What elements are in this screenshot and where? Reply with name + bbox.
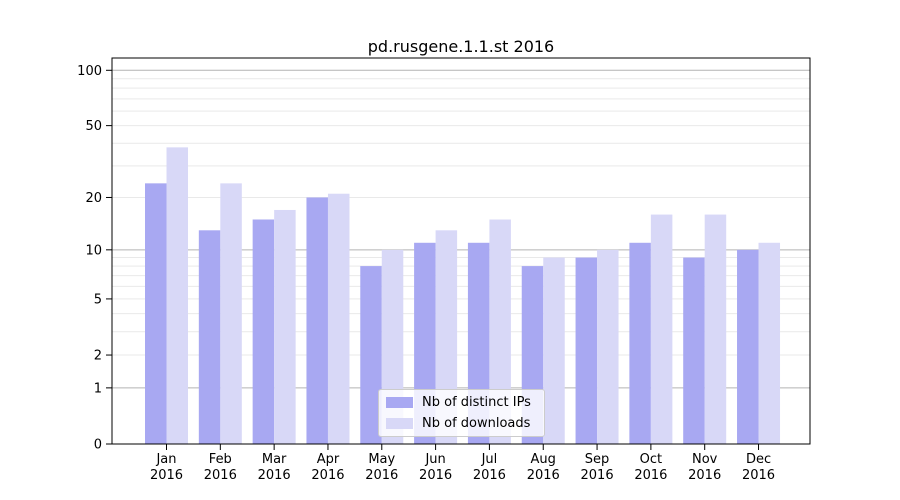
y-tick-label: 10 <box>85 243 102 258</box>
bar-downloads-jul <box>489 219 511 444</box>
x-tick-label-year: 2016 <box>419 468 452 483</box>
bar-downloads-oct <box>650 214 673 444</box>
x-tick-label-month: Jul <box>481 452 498 467</box>
x-tick-label-year: 2016 <box>473 468 506 483</box>
x-tick-label-year: 2016 <box>688 468 721 483</box>
x-tick-label-year: 2016 <box>150 468 183 483</box>
legend-label-downloads: Nb of downloads <box>422 415 531 431</box>
bar-distinct-ips-may <box>360 266 382 444</box>
bar-distinct-ips-dec <box>737 249 759 444</box>
legend-swatch-downloads <box>386 417 413 429</box>
x-tick-label-month: Mar <box>262 452 287 467</box>
legend-swatch-distinct-ips <box>386 397 413 409</box>
x-tick-label-year: 2016 <box>742 468 775 483</box>
x-tick-label-month: Dec <box>746 452 771 467</box>
y-tick-label: 0 <box>94 438 102 453</box>
bar-downloads-feb <box>220 183 242 445</box>
plot-frame <box>111 57 811 445</box>
bar-distinct-ips-feb <box>198 230 221 444</box>
x-tick-label-month: Jun <box>424 452 445 467</box>
x-tick-label-month: Nov <box>692 452 718 467</box>
x-tick-label-year: 2016 <box>527 468 560 483</box>
x-tick-label-year: 2016 <box>365 468 398 483</box>
legend-item-distinct-ips: Nb of distinct IPs <box>386 395 544 411</box>
legend-label-distinct-ips: Nb of distinct IPs <box>422 395 531 411</box>
bar-distinct-ips-sep <box>575 257 598 444</box>
x-tick-label-year: 2016 <box>581 468 614 483</box>
legend: Nb of distinct IPs Nb of downloads <box>378 389 545 437</box>
bar-downloads-jan <box>166 147 188 444</box>
x-tick-label-year: 2016 <box>634 468 667 483</box>
x-tick-label-month: Oct <box>640 452 662 467</box>
x-tick-label-year: 2016 <box>258 468 291 483</box>
bar-distinct-ips-oct <box>629 242 651 444</box>
x-tick-label-month: Sep <box>585 452 610 467</box>
bar-downloads-sep <box>597 249 619 444</box>
x-tick-label-month: May <box>368 452 395 467</box>
y-tick-label: 1 <box>94 381 102 396</box>
y-tick-label: 50 <box>85 119 102 134</box>
x-tick-label-month: Feb <box>209 452 232 467</box>
bar-distinct-ips-jan <box>145 183 167 445</box>
y-tick-label: 2 <box>94 349 102 364</box>
legend-item-downloads: Nb of downloads <box>386 415 544 431</box>
y-tick-label: 100 <box>77 64 102 79</box>
x-tick-label-month: Jan <box>155 452 176 467</box>
x-tick-label-month: Apr <box>317 452 340 467</box>
x-tick-label-year: 2016 <box>204 468 237 483</box>
bar-distinct-ips-apr <box>306 197 328 444</box>
bar-downloads-apr <box>327 193 350 444</box>
chart-title: pd.rusgene.1.1.st 2016 <box>367 37 555 56</box>
x-tick-label-year: 2016 <box>311 468 344 483</box>
bar-distinct-ips-nov <box>683 257 705 444</box>
bar-downloads-aug <box>543 257 565 444</box>
bar-downloads-mar <box>274 209 296 444</box>
x-tick-label-month: Aug <box>531 452 556 467</box>
bar-downloads-nov <box>704 214 727 444</box>
bar-downloads-dec <box>758 242 781 444</box>
y-tick-label: 20 <box>85 191 102 206</box>
bar-distinct-ips-mar <box>252 219 275 444</box>
y-tick-label: 5 <box>94 292 102 307</box>
